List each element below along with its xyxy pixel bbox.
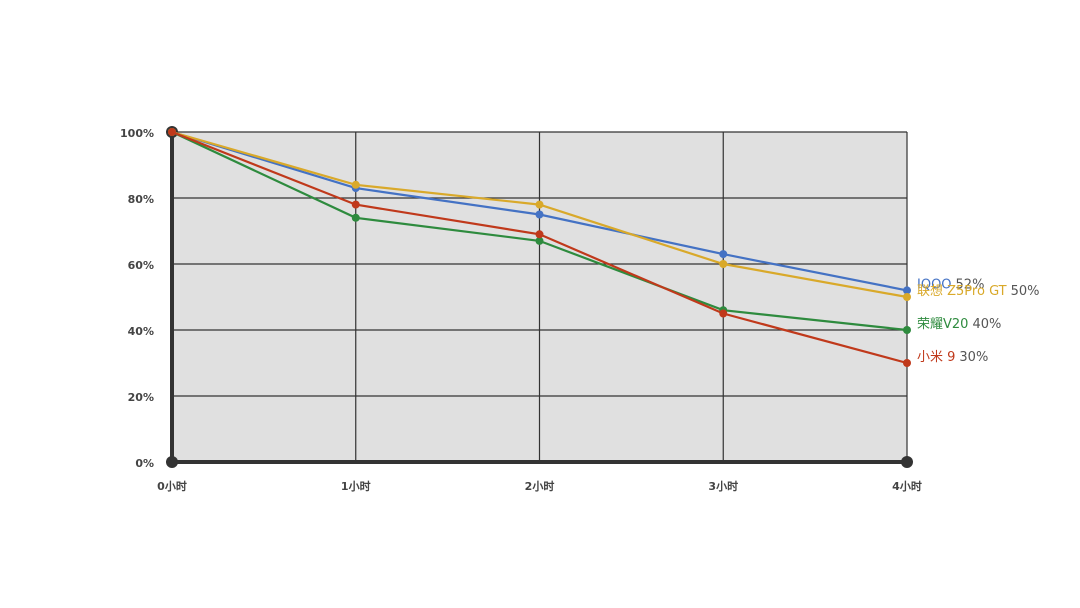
x-tick-label: 4小时 [892,479,922,493]
x-tick-label: 0小时 [157,479,187,493]
y-tick-label: 40% [128,325,154,338]
data-point [903,326,911,334]
data-point [903,293,911,301]
end-label: 联想 Z5Pro GT 50% [917,283,1040,299]
y-tick-label: 20% [128,391,154,404]
legend-name: 小米 9 [917,350,955,365]
data-point [351,213,360,222]
data-point [535,210,544,219]
data-point [351,200,360,209]
axis-end-dot [901,456,913,468]
series-group [168,128,911,367]
legend-name: 联想 Z5Pro GT [917,283,1007,299]
legend-name: 荣耀V20 [917,317,968,332]
end-label: 小米 9 30% [917,350,988,365]
legend-name: IQOO [917,277,952,292]
y-tick-label: 60% [128,259,154,272]
value-label: 52% [956,277,985,292]
data-point [535,236,544,245]
data-point [719,250,728,259]
value-label: 50% [1011,284,1040,299]
labels: 0% 20% 40% 60% 80% 100% 0小时 1小时 2小时 3小时 4小时 IQOO 52%… [120,127,1040,493]
data-point [535,230,544,239]
data-point [351,180,360,189]
end-label: IQOO 52% [917,277,984,292]
value-label: 30% [959,350,988,365]
data-point [903,359,911,367]
y-tick-label: 80% [128,193,154,206]
data-point [719,309,728,318]
x-tick-label: 3小时 [708,479,738,493]
end-label: 荣耀V20 40% [917,317,1001,332]
data-point [535,200,544,209]
value-label: 40% [972,317,1001,332]
x-tick-label: 2小时 [525,479,555,493]
data-point [168,128,176,136]
x-tick-label: 1小时 [341,479,371,493]
data-point [903,286,911,295]
data-point [719,260,728,268]
y-tick-label: 100% [120,127,154,140]
axis-end-dot [166,456,178,468]
y-tick-label: 0% [135,457,154,470]
